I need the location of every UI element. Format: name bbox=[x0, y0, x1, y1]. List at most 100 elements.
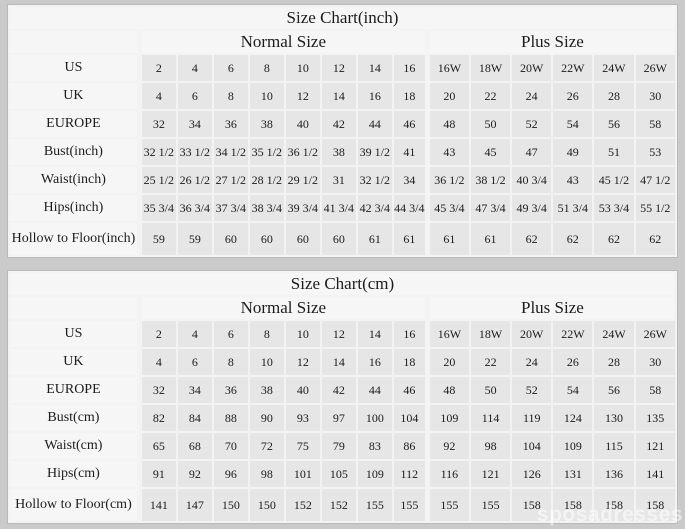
size-cell: 61 bbox=[393, 223, 428, 255]
size-cell: 6 bbox=[213, 321, 248, 347]
size-cell: 6 bbox=[177, 349, 212, 375]
size-cell: 70 bbox=[213, 433, 248, 459]
size-cell: 92 bbox=[429, 433, 469, 459]
corner-cell bbox=[10, 297, 140, 319]
size-cell: 60 bbox=[213, 223, 248, 255]
size-cell: 44 3/4 bbox=[393, 195, 428, 221]
table-row: Waist(inch) 25 1/2 26 1/2 27 1/2 28 1/2 29 1/… bbox=[10, 167, 675, 193]
row-label: US bbox=[10, 55, 140, 81]
size-cell: 119 bbox=[512, 405, 552, 431]
size-cell: 14 bbox=[321, 349, 356, 375]
size-cell: 12 bbox=[285, 349, 320, 375]
table-title: Size Chart(cm) bbox=[10, 273, 675, 295]
size-cell: 121 bbox=[635, 433, 675, 459]
size-cell: 62 bbox=[635, 223, 675, 255]
size-cell: 147 bbox=[177, 489, 212, 521]
size-cell: 155 bbox=[357, 489, 392, 521]
size-cell: 34 bbox=[177, 377, 212, 403]
size-cell: 121 bbox=[470, 461, 511, 487]
size-cell: 97 bbox=[321, 405, 356, 431]
row-label: US bbox=[10, 321, 140, 347]
size-cell: 36 1/2 bbox=[429, 167, 469, 193]
size-cell: 30 bbox=[635, 349, 675, 375]
row-label: Hollow to Floor(inch) bbox=[10, 223, 140, 255]
size-cell: 22 bbox=[470, 349, 511, 375]
row-label: Bust(inch) bbox=[10, 139, 140, 165]
size-cell: 14 bbox=[357, 55, 392, 81]
size-cell: 10 bbox=[285, 55, 320, 81]
size-cell: 158 bbox=[553, 489, 593, 521]
size-cell: 18 bbox=[393, 349, 428, 375]
size-cell: 12 bbox=[321, 55, 356, 81]
size-cell: 10 bbox=[285, 321, 320, 347]
size-cell: 150 bbox=[249, 489, 284, 521]
group-header-plus: Plus Size bbox=[429, 31, 675, 53]
size-cell: 58 bbox=[635, 111, 675, 137]
size-cell: 6 bbox=[177, 83, 212, 109]
row-label: UK bbox=[10, 83, 140, 109]
size-cell: 55 1/2 bbox=[635, 195, 675, 221]
size-cell: 53 3/4 bbox=[594, 195, 634, 221]
table-title-row: Size Chart(inch) bbox=[10, 7, 675, 29]
size-cell: 46 bbox=[393, 111, 428, 137]
size-cell: 62 bbox=[512, 223, 552, 255]
size-cell: 10 bbox=[249, 83, 284, 109]
size-cell: 20W bbox=[512, 321, 552, 347]
size-cell: 101 bbox=[285, 461, 320, 487]
size-cell: 14 bbox=[357, 321, 392, 347]
size-cell: 20 bbox=[429, 83, 469, 109]
size-cell: 59 bbox=[141, 223, 176, 255]
size-cell: 109 bbox=[357, 461, 392, 487]
size-cell: 104 bbox=[512, 433, 552, 459]
group-header-normal: Normal Size bbox=[141, 297, 428, 319]
size-cell: 109 bbox=[553, 433, 593, 459]
size-cell: 28 1/2 bbox=[249, 167, 284, 193]
size-cell: 104 bbox=[393, 405, 428, 431]
size-cell: 136 bbox=[594, 461, 634, 487]
size-cell: 8 bbox=[249, 55, 284, 81]
size-cell: 42 bbox=[321, 377, 356, 403]
corner-cell bbox=[10, 31, 140, 53]
group-header-plus: Plus Size bbox=[429, 297, 675, 319]
size-cell: 56 bbox=[594, 111, 634, 137]
size-cell: 30 bbox=[635, 83, 675, 109]
size-cell: 47 3/4 bbox=[470, 195, 511, 221]
size-cell: 155 bbox=[393, 489, 428, 521]
size-cell: 41 3/4 bbox=[321, 195, 356, 221]
size-cell: 131 bbox=[553, 461, 593, 487]
size-cell: 16W bbox=[429, 321, 469, 347]
size-cell: 43 bbox=[429, 139, 469, 165]
size-cell: 43 bbox=[553, 167, 593, 193]
size-cell: 25 1/2 bbox=[141, 167, 176, 193]
size-cell: 54 bbox=[553, 111, 593, 137]
size-cell: 100 bbox=[357, 405, 392, 431]
size-cell: 130 bbox=[594, 405, 634, 431]
size-cell: 47 bbox=[512, 139, 552, 165]
size-cell: 83 bbox=[357, 433, 392, 459]
size-cell: 61 bbox=[470, 223, 511, 255]
size-cell: 60 bbox=[249, 223, 284, 255]
size-cell: 124 bbox=[553, 405, 593, 431]
size-cell: 35 1/2 bbox=[249, 139, 284, 165]
size-cell: 40 3/4 bbox=[512, 167, 552, 193]
size-cell: 6 bbox=[213, 55, 248, 81]
size-cell: 61 bbox=[357, 223, 392, 255]
size-cell: 22W bbox=[553, 55, 593, 81]
size-cell: 26W bbox=[635, 321, 675, 347]
size-cell: 16 bbox=[357, 349, 392, 375]
size-cell: 4 bbox=[177, 321, 212, 347]
size-cell: 98 bbox=[249, 461, 284, 487]
size-cell: 24W bbox=[594, 55, 634, 81]
size-cell: 38 bbox=[249, 111, 284, 137]
size-cell: 44 bbox=[357, 111, 392, 137]
group-header-row: Normal Size Plus Size bbox=[10, 31, 675, 53]
size-cell: 32 1/2 bbox=[357, 167, 392, 193]
size-cell: 34 1/2 bbox=[213, 139, 248, 165]
size-cell: 8 bbox=[249, 321, 284, 347]
size-cell: 40 bbox=[285, 377, 320, 403]
size-cell: 84 bbox=[177, 405, 212, 431]
table-row: UK 4 6 8 10 12 14 16 18 20 22 24 26 28 30 bbox=[10, 349, 675, 375]
table-row: Hips(inch) 35 3/4 36 3/4 37 3/4 38 3/4 39 3/4… bbox=[10, 195, 675, 221]
size-cell: 54 bbox=[553, 377, 593, 403]
size-cell: 50 bbox=[470, 377, 511, 403]
